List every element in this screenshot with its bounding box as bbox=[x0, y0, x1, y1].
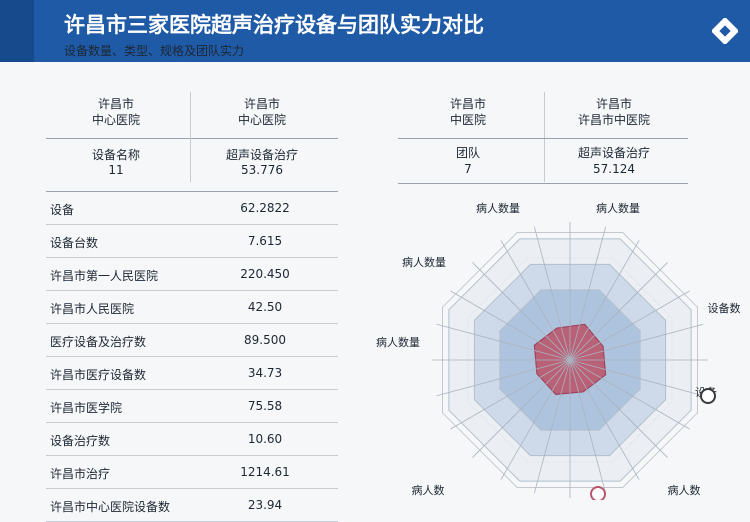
radar-spoke bbox=[569, 240, 640, 361]
table-subheader-row: 设备名称 11 超声设备治疗 53.776 bbox=[46, 139, 338, 192]
row-value: 75.58 bbox=[247, 399, 283, 413]
radar-spoke bbox=[569, 359, 607, 494]
row-value: 10.60 bbox=[247, 432, 283, 446]
table-row: 许昌市医疗设备数 34.73 bbox=[46, 357, 338, 390]
radar-spoke bbox=[569, 359, 640, 480]
header-accent bbox=[0, 0, 34, 62]
radar-chart: 病人数量病人数量设备数设备病人数病人数病人数量病人数量 bbox=[376, 201, 741, 500]
table-row: 许昌市人民医院 42.50 bbox=[46, 291, 338, 324]
table-row: 设备台数 7.615 bbox=[46, 225, 338, 258]
header-bar: 许昌市三家医院超声治疗设备与团队实力对比 bbox=[0, 0, 750, 62]
radar-spoke bbox=[436, 323, 571, 361]
right-subheader-row: 团队 7 超声设备治疗 57.124 bbox=[398, 139, 688, 184]
radar-axis-label: 病人数量 bbox=[476, 201, 520, 215]
table-header-row: 许昌市 中心医院 许昌市 中心医院 bbox=[46, 90, 338, 139]
right-table-divider bbox=[544, 92, 545, 182]
row-value: 62.2822 bbox=[240, 201, 290, 215]
radar-spoke bbox=[569, 359, 690, 430]
right-subheader-cell-1: 团队 7 bbox=[455, 146, 480, 176]
row-label: 许昌市人民医院 bbox=[50, 302, 135, 316]
radar-spoke bbox=[569, 290, 690, 361]
radar-axis-label: 病人数 bbox=[412, 483, 445, 497]
row-label: 许昌市医疗设备数 bbox=[50, 368, 147, 382]
radar-spoke bbox=[450, 290, 571, 361]
radar-axis-label: 病人数 bbox=[668, 483, 701, 497]
row-value: 1214.61 bbox=[240, 465, 290, 479]
row-value: 89.500 bbox=[244, 333, 286, 347]
radar-axis-label: 病人数量 bbox=[376, 335, 420, 349]
radar-grid-ring-0 bbox=[442, 232, 698, 488]
row-label: 设备 bbox=[50, 203, 75, 217]
column-header-2: 许昌市 中心医院 bbox=[237, 97, 286, 127]
table-row: 医疗设备及治疗数 89.500 bbox=[46, 324, 338, 357]
radar-spoke bbox=[472, 359, 571, 458]
radar-spoke bbox=[472, 262, 571, 361]
row-value: 34.73 bbox=[247, 366, 283, 380]
table-row: 许昌市治疗 1214.61 bbox=[46, 456, 338, 489]
right-header-row: 许昌市 中医院 许昌市 许昌市中医院 bbox=[398, 90, 688, 139]
row-value: 42.50 bbox=[247, 300, 283, 314]
radar-axis-label: 设备数 bbox=[708, 301, 741, 315]
radar-spoke bbox=[500, 240, 571, 361]
row-label: 医疗设备及治疗数 bbox=[50, 335, 147, 349]
row-label: 许昌市医学院 bbox=[50, 401, 123, 415]
row-value: 220.450 bbox=[240, 267, 290, 281]
column-header-1: 许昌市 中心医院 bbox=[91, 97, 140, 127]
row-label: 设备治疗数 bbox=[50, 434, 111, 448]
row-value: 23.94 bbox=[247, 498, 283, 512]
radar-spoke bbox=[533, 226, 571, 361]
radar-marker-icon-1 bbox=[590, 486, 606, 500]
radar-spoke bbox=[569, 359, 668, 458]
radar-marker-icon-0 bbox=[700, 388, 716, 404]
radar-spoke bbox=[500, 359, 571, 480]
row-label: 许昌市第一人民医院 bbox=[50, 269, 159, 283]
table-row: 设备治疗数 10.60 bbox=[46, 423, 338, 456]
row-value: 7.615 bbox=[247, 234, 283, 248]
right-subheader-cell-2: 超声设备治疗 57.124 bbox=[577, 146, 650, 176]
radar-spoke bbox=[569, 323, 704, 361]
right-comparison-table: 许昌市 中医院 许昌市 许昌市中医院 团队 7 超声设备治疗 57.124 bbox=[398, 90, 688, 184]
row-label: 许昌市治疗 bbox=[50, 467, 111, 481]
page-subtitle: 设备数量、类型、规格及团队实力 bbox=[64, 44, 245, 58]
subheader-cell-1: 设备名称 11 bbox=[91, 148, 140, 177]
table-row: 设备 62.2822 bbox=[46, 192, 338, 225]
right-column-header-1: 许昌市 中医院 bbox=[449, 97, 486, 127]
right-column-header-2: 许昌市 许昌市中医院 bbox=[577, 97, 650, 127]
radar-axis-label: 病人数量 bbox=[596, 201, 640, 215]
brand-logo-icon bbox=[712, 18, 738, 44]
row-label: 设备台数 bbox=[50, 236, 99, 250]
radar-spoke bbox=[450, 359, 571, 430]
subheader-cell-2: 超声设备治疗 53.776 bbox=[225, 148, 298, 177]
radar-spoke bbox=[569, 226, 607, 361]
radar-axis-label: 病人数量 bbox=[402, 255, 446, 269]
table-divider bbox=[190, 92, 191, 182]
radar-spoke bbox=[436, 359, 571, 397]
radar-spoke bbox=[569, 359, 704, 397]
row-label: 许昌市中心医院设备数 bbox=[50, 500, 171, 514]
radar-spoke bbox=[533, 359, 571, 494]
radar-spoke bbox=[569, 262, 668, 361]
left-comparison-table: 许昌市 中心医院 许昌市 中心医院 设备名称 11 超声设备治疗 53.776 … bbox=[46, 90, 338, 522]
table-row: 许昌市医学院 75.58 bbox=[46, 390, 338, 423]
table-row: 许昌市第一人民医院 220.450 bbox=[46, 258, 338, 291]
page-title: 许昌市三家医院超声治疗设备与团队实力对比 bbox=[64, 13, 484, 37]
